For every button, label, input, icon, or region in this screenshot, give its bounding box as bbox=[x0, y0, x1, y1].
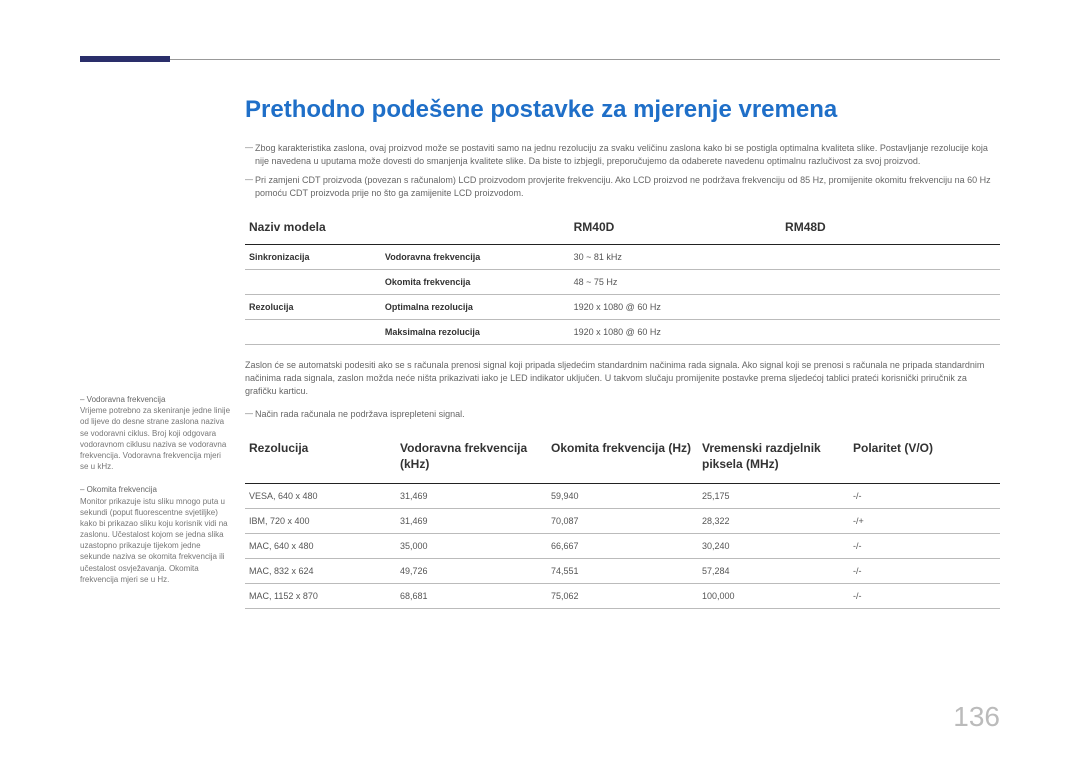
table-cell: Okomita frekvencija bbox=[381, 270, 570, 295]
table-cell: 100,000 bbox=[698, 583, 849, 608]
table-cell: VESA, 640 x 480 bbox=[245, 483, 396, 508]
table-cell: MAC, 1152 x 870 bbox=[245, 583, 396, 608]
table-cell: 68,681 bbox=[396, 583, 547, 608]
t2-h3: Vremenski razdjelnik piksela (MHz) bbox=[698, 433, 849, 483]
table-cell: 70,087 bbox=[547, 508, 698, 533]
table-cell: Sinkronizacija bbox=[245, 245, 381, 270]
table-cell: Maksimalna rezolucija bbox=[381, 320, 570, 345]
table-cell: -/- bbox=[849, 483, 1000, 508]
mid-note: Način rada računala ne podržava ispreple… bbox=[245, 408, 1000, 421]
table-cell: 1920 x 1080 @ 60 Hz bbox=[570, 320, 781, 345]
sidebar-title-1: – Vodoravna frekvencija bbox=[80, 394, 230, 405]
table-cell: 25,175 bbox=[698, 483, 849, 508]
table-cell: -/- bbox=[849, 533, 1000, 558]
table-cell: MAC, 640 x 480 bbox=[245, 533, 396, 558]
table-cell: 59,940 bbox=[547, 483, 698, 508]
table-cell: Vodoravna frekvencija bbox=[381, 245, 570, 270]
table-cell: -/- bbox=[849, 583, 1000, 608]
table-cell: 48 ~ 75 Hz bbox=[570, 270, 781, 295]
table-cell: Rezolucija bbox=[245, 295, 381, 320]
t2-h0: Rezolucija bbox=[245, 433, 396, 483]
table-cell bbox=[781, 245, 1000, 270]
mid-paragraph: Zaslon će se automatski podesiti ako se … bbox=[245, 359, 1000, 398]
table-cell: 75,062 bbox=[547, 583, 698, 608]
table-cell: 66,667 bbox=[547, 533, 698, 558]
specs-table: Naziv modela RM40D RM48D SinkronizacijaV… bbox=[245, 212, 1000, 345]
table-cell: 74,551 bbox=[547, 558, 698, 583]
t2-h2: Okomita frekvencija (Hz) bbox=[547, 433, 698, 483]
sidebar: – Vodoravna frekvencija Vrijeme potrebno… bbox=[80, 394, 230, 597]
sidebar-body-1: Vrijeme potrebno za skeniranje jedne lin… bbox=[80, 405, 230, 472]
t2-h1: Vodoravna frekvencija (kHz) bbox=[396, 433, 547, 483]
t1-h0: Naziv modela bbox=[245, 212, 381, 245]
sidebar-title-2: – Okomita frekvencija bbox=[80, 484, 230, 495]
accent-bar bbox=[80, 56, 170, 62]
sidebar-body-2: Monitor prikazuje istu sliku mnogo puta … bbox=[80, 496, 230, 586]
t1-h2: RM40D bbox=[570, 212, 781, 245]
main-content: Prethodno podešene postavke za mjerenje … bbox=[245, 96, 1000, 623]
table-cell: -/- bbox=[849, 558, 1000, 583]
table-cell: MAC, 832 x 624 bbox=[245, 558, 396, 583]
top-note-1: Zbog karakteristika zaslona, ovaj proizv… bbox=[245, 142, 1000, 168]
table-cell: Optimalna rezolucija bbox=[381, 295, 570, 320]
table-cell bbox=[245, 320, 381, 345]
t1-h3: RM48D bbox=[781, 212, 1000, 245]
table-cell bbox=[245, 270, 381, 295]
page-heading: Prethodno podešene postavke za mjerenje … bbox=[245, 96, 1000, 124]
t2-h4: Polaritet (V/O) bbox=[849, 433, 1000, 483]
table-cell bbox=[781, 270, 1000, 295]
table-cell: 49,726 bbox=[396, 558, 547, 583]
table-cell: 35,000 bbox=[396, 533, 547, 558]
t1-h1 bbox=[381, 212, 570, 245]
top-rule bbox=[80, 59, 1000, 60]
table-cell bbox=[781, 295, 1000, 320]
table-cell: 30 ~ 81 kHz bbox=[570, 245, 781, 270]
table-cell: 57,284 bbox=[698, 558, 849, 583]
table-cell: 28,322 bbox=[698, 508, 849, 533]
table-cell: 31,469 bbox=[396, 483, 547, 508]
timing-table: Rezolucija Vodoravna frekvencija (kHz) O… bbox=[245, 433, 1000, 608]
top-note-2: Pri zamjeni CDT proizvoda (povezan s rač… bbox=[245, 174, 1000, 200]
table-cell: -/+ bbox=[849, 508, 1000, 533]
table-cell: 1920 x 1080 @ 60 Hz bbox=[570, 295, 781, 320]
table-cell: 31,469 bbox=[396, 508, 547, 533]
table-cell: 30,240 bbox=[698, 533, 849, 558]
table-cell bbox=[781, 320, 1000, 345]
table-cell: IBM, 720 x 400 bbox=[245, 508, 396, 533]
page-number: 136 bbox=[953, 701, 1000, 733]
